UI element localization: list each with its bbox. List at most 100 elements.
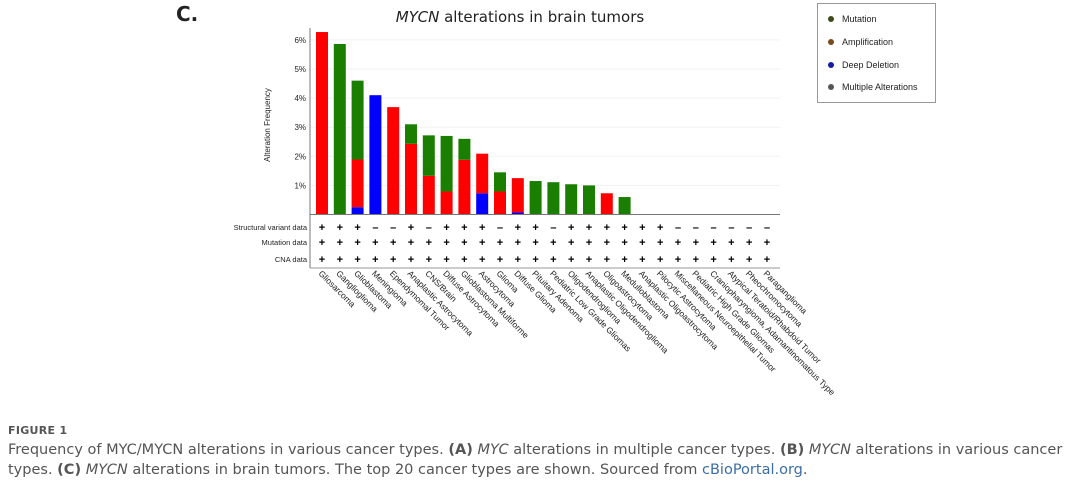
bar-amplification [440,191,453,215]
y-tick-label: 6% [294,36,306,45]
panel-label: C. [176,2,199,26]
y-tick-label: 1% [294,181,306,190]
plus-marker: + [746,237,752,249]
legend-dot-icon [828,16,834,22]
plus-marker: + [408,222,414,234]
legend-dot-icon [828,62,834,68]
chart-title-text: alterations in brain tumors [439,8,644,26]
legend-item-multiple-alterations: Multiple Alterations [828,82,918,92]
plus-marker: + [764,254,770,266]
profile-row-label: CNA data [275,255,308,264]
bar-amplification [476,153,489,194]
plus-marker: + [550,237,556,249]
plus-marker: + [693,237,699,249]
plus-marker: + [337,237,343,249]
plus-marker: + [532,222,538,234]
legend-dot-icon [828,84,834,90]
plus-marker: + [408,254,414,266]
bar-mutation [351,80,364,160]
bar-mutation [618,197,631,215]
bar-mutation [529,181,542,215]
legend-item-mutation: Mutation [828,14,877,24]
minus-marker: – [550,222,556,234]
plus-marker: + [764,237,770,249]
plus-marker: + [568,254,574,266]
plus-marker: + [497,237,503,249]
plus-marker: + [710,254,716,266]
bar-amplification [316,32,328,215]
bar-amplification [494,191,506,215]
bar-amplification [387,107,400,215]
x-tick-label: Craniopharyngioma, Adamantinomatous Type [708,268,837,397]
plus-marker: + [515,222,521,234]
plus-marker: + [354,254,360,266]
plus-marker: + [337,254,343,266]
plus-marker: + [621,222,627,234]
plus-marker: + [319,237,325,249]
chart-title: MYCN alterations in brain tumors [396,8,645,26]
y-tick-label: 2% [294,152,306,161]
profile-row-label: Structural variant data [234,223,308,232]
plus-marker: + [657,222,663,234]
plus-marker: + [443,254,449,266]
bar-amplification [458,159,471,215]
plus-marker: + [461,254,467,266]
plus-marker: + [443,222,449,234]
y-tick-label: 3% [294,123,306,132]
plus-marker: + [586,254,592,266]
cbioportal-link[interactable]: cBioPortal.org [702,462,803,478]
plus-marker: + [497,254,503,266]
bar-amplification [422,175,435,215]
plus-marker: + [479,237,485,249]
figure-caption: FIGURE 1 Frequency of MYC/MYCN alteratio… [8,424,1063,480]
y-tick-label: 5% [294,65,306,74]
plus-marker: + [390,254,396,266]
legend-item-deep-deletion: Deep Deletion [828,60,899,70]
plus-marker: + [604,254,610,266]
bar-mutation [440,135,453,192]
plus-marker: + [515,254,521,266]
plus-marker: + [728,254,734,266]
legend-dot-icon [828,39,834,45]
y-axis-label: Alteration Frequency [263,88,272,162]
plus-marker: + [319,254,325,266]
bar-mutation [422,135,435,176]
bar-amplification [600,193,613,215]
plus-marker: + [675,254,681,266]
bar-amplification [511,178,524,213]
bar-mutation [494,172,506,192]
plus-marker: + [515,237,521,249]
bar-deep-deletion [511,212,524,215]
plus-marker: + [426,237,432,249]
minus-marker: – [497,222,503,234]
plus-marker: + [408,237,414,249]
plus-marker: + [426,254,432,266]
plus-marker: + [461,237,467,249]
figure-label: FIGURE 1 [8,424,68,437]
plus-marker: + [568,222,574,234]
plus-marker: + [354,237,360,249]
legend-item-amplification: Amplification [828,37,893,47]
bar-deep-deletion [351,207,364,215]
minus-marker: – [693,222,699,234]
y-tick-label: 4% [294,94,306,103]
plus-marker: + [746,254,752,266]
chart-title-gene: MYCN [396,8,440,26]
plus-marker: + [354,222,360,234]
plus-marker: + [693,254,699,266]
plus-marker: + [532,254,538,266]
plus-marker: + [390,237,396,249]
bar-mutation [333,43,346,215]
plus-marker: + [621,237,627,249]
plus-marker: + [657,237,663,249]
legend: Mutation Amplification Deep Deletion Mul… [817,3,936,103]
plus-marker: + [337,222,343,234]
plus-marker: + [568,237,574,249]
bar-deep-deletion [476,193,489,215]
bar-amplification [351,159,364,208]
plus-marker: + [710,237,716,249]
plus-marker: + [639,222,645,234]
minus-marker: – [728,222,734,234]
plus-marker: + [479,254,485,266]
bar-mutation [405,124,417,144]
